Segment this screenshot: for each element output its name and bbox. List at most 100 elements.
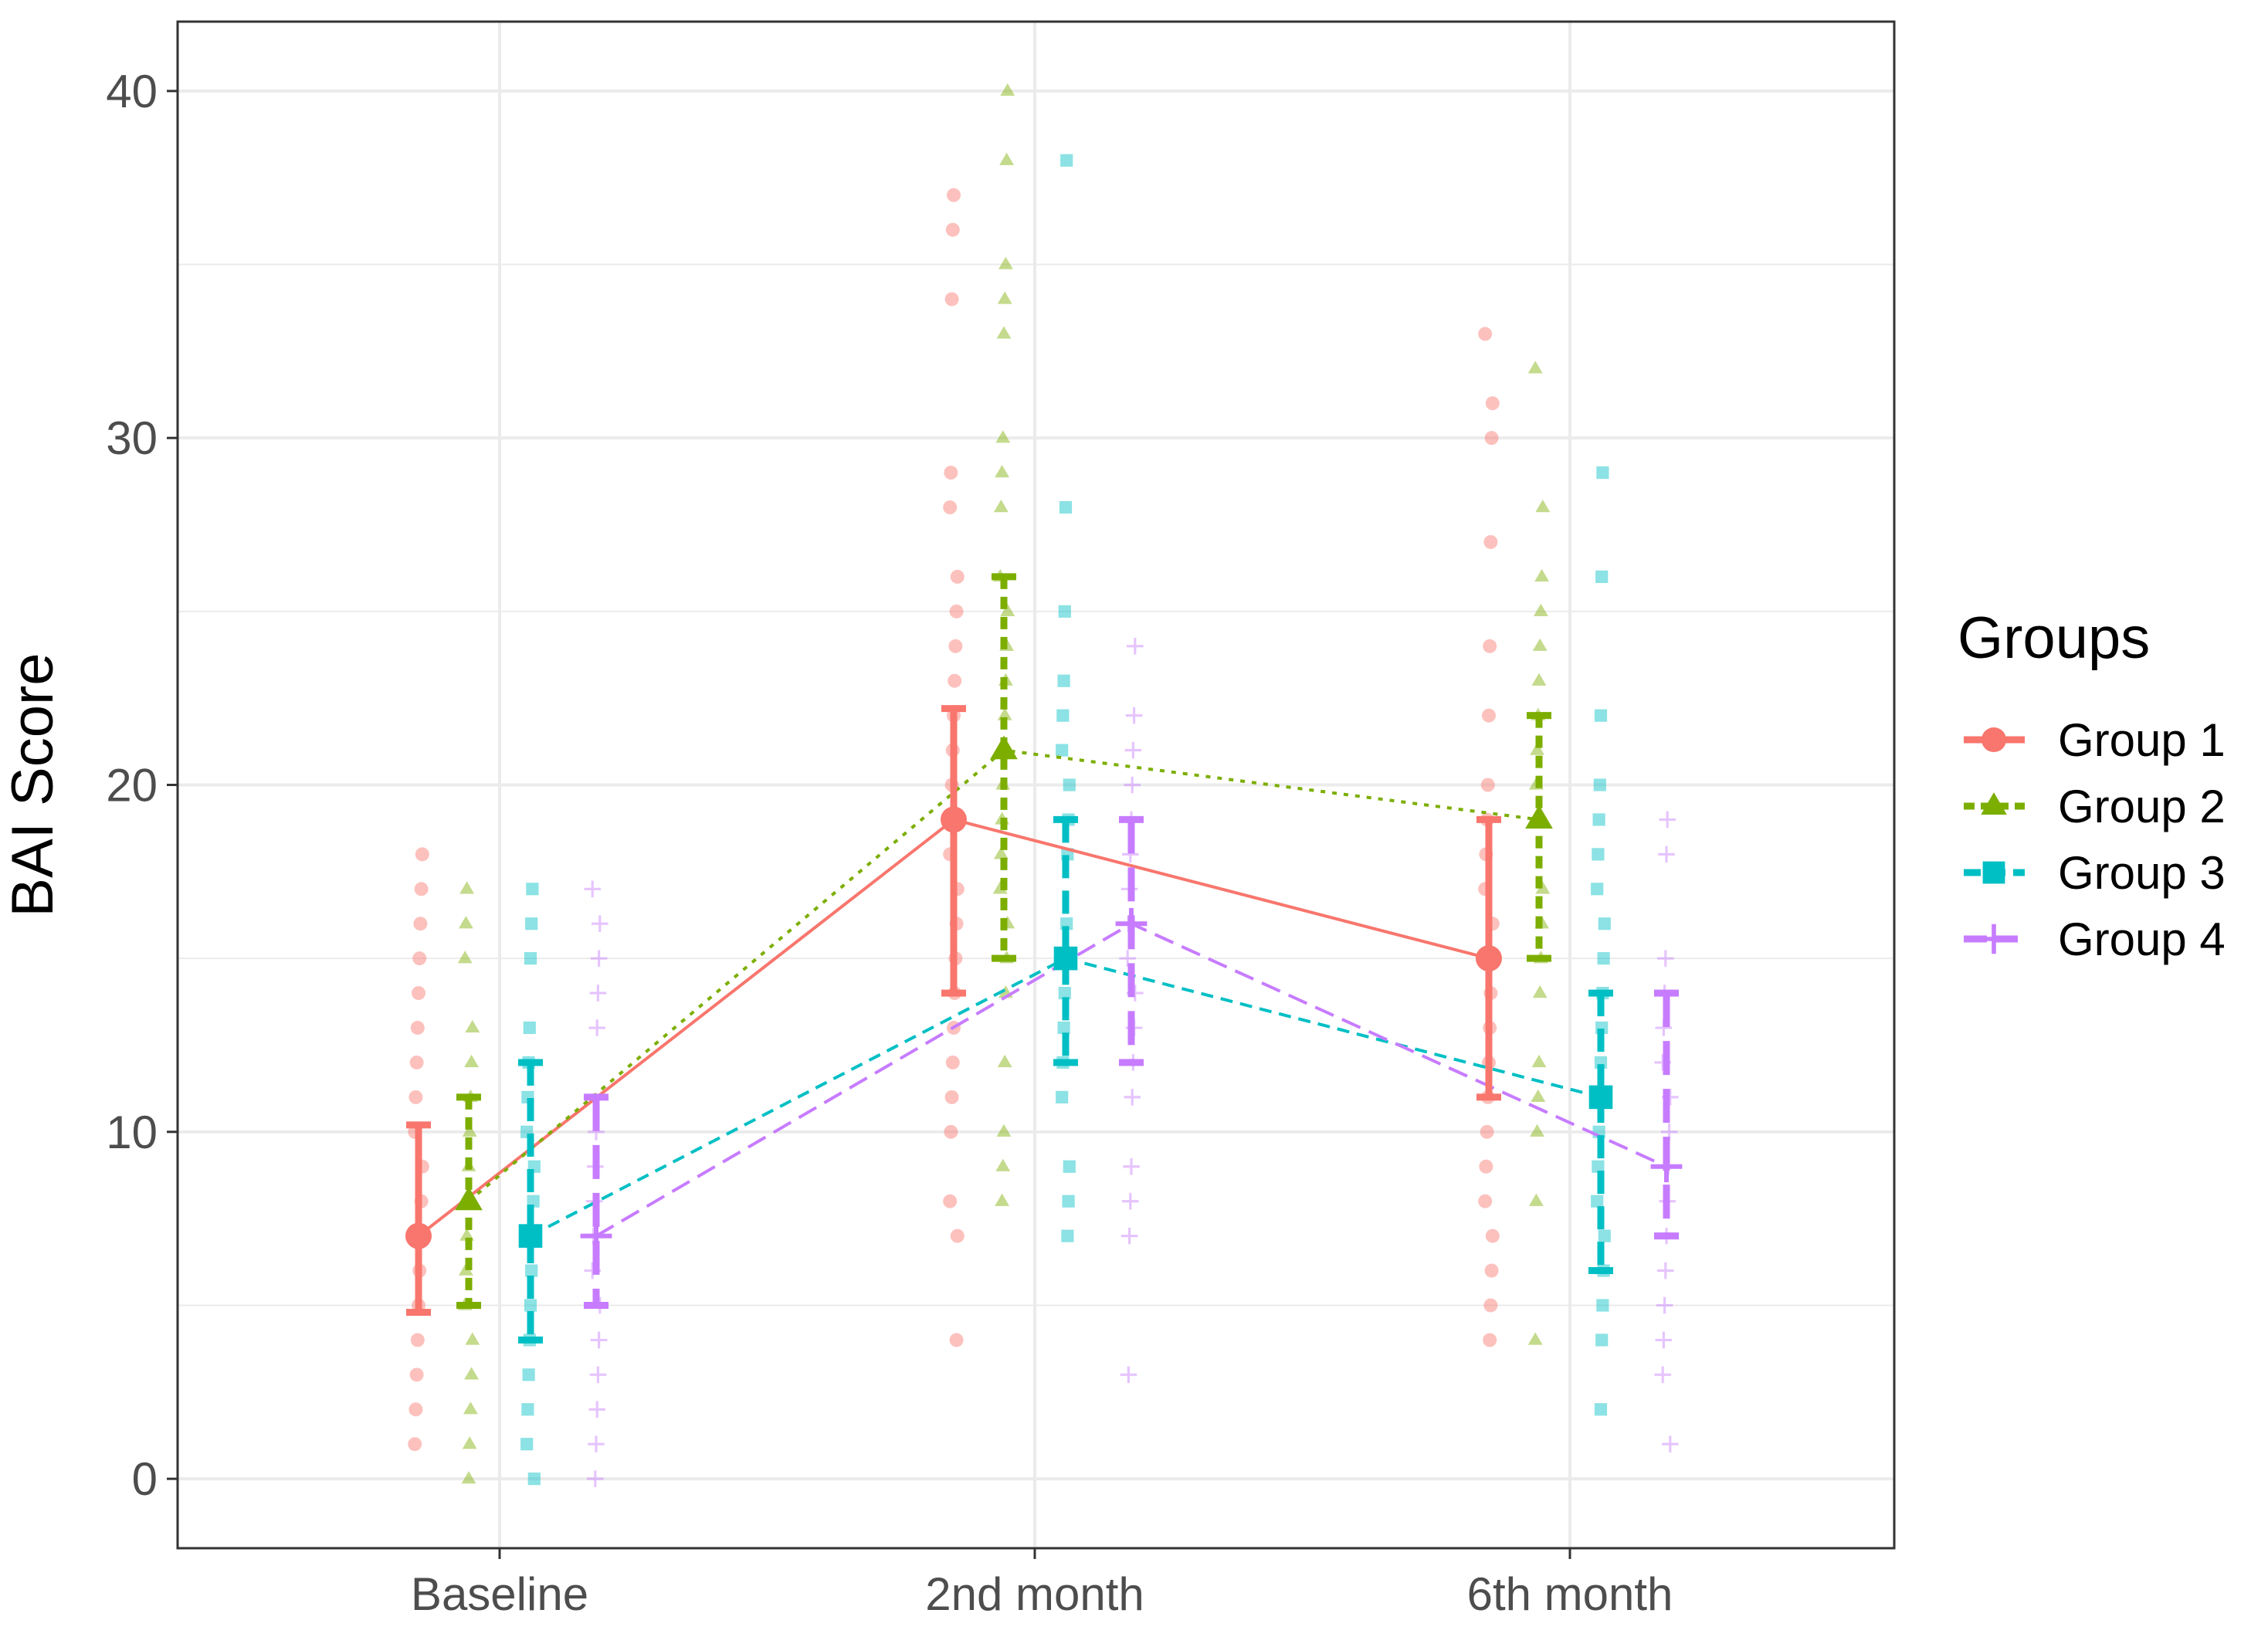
data-point-group-4 [590,1331,608,1349]
data-point-group-3 [1598,1229,1611,1242]
data-point-group-2 [1532,638,1548,651]
mean-marker-group-2 [1525,805,1553,829]
data-point-group-1 [412,951,427,966]
legend-key-marker [1978,924,2009,954]
data-point-group-1 [944,1090,959,1104]
error-bar-group-4 [584,1093,609,1309]
error-bar-group-3 [518,1059,543,1344]
y-tick-label: 40 [106,66,158,117]
data-point-group-3 [1062,1195,1075,1208]
data-point-group-1 [1485,396,1500,411]
x-axis: Baseline 2nd month 6th month [411,1548,1673,1620]
legend-label: Group 1 [2058,714,2226,766]
data-point-group-1 [409,1402,423,1417]
data-point-group-2 [465,1332,480,1345]
mean-marker-group-4 [1650,1151,1683,1183]
data-point-group-1 [943,1194,958,1208]
data-point-group-2 [457,951,473,964]
mean-marker-group-2 [990,735,1018,760]
data-point-group-4 [1123,1157,1140,1175]
data-point-group-3 [527,1473,541,1486]
data-point-group-2 [995,1193,1010,1206]
data-point-group-3 [1591,883,1604,896]
error-bar-group-1 [406,1121,431,1316]
data-point-group-3 [523,1021,536,1035]
data-point-group-3 [1595,1334,1609,1347]
data-point-group-2 [462,1124,477,1137]
data-point-group-1 [414,882,429,896]
mean-line-group-2 [467,748,1540,1203]
data-point-group-1 [409,1055,424,1069]
error-bar-group-1 [941,705,966,997]
data-point-group-2 [1535,500,1551,513]
data-point-group-4 [1125,707,1143,724]
data-point-group-3 [1061,1229,1074,1242]
data-point-group-1 [409,1368,424,1382]
data-point-group-3 [1593,778,1606,791]
mean-marker-group-3 [1588,1085,1613,1110]
data-point-group-1 [943,500,958,515]
y-tick-label: 20 [106,760,158,812]
data-point-group-2 [996,1124,1012,1137]
data-point-group-1 [415,847,429,862]
data-point-group-3 [1056,709,1070,722]
data-point-group-1 [1485,1229,1500,1243]
legend-label: Group 4 [2058,913,2226,965]
grid-lines [178,22,1894,1548]
legend-item-group-1: Group 1 [1964,714,2226,766]
data-point-group-2 [995,430,1011,443]
data-point-group-1 [944,1124,958,1139]
data-point-group-3 [1060,154,1073,167]
data-point-group-1 [948,673,962,688]
data-point-group-2 [1535,881,1551,894]
data-point-group-1 [944,466,958,480]
data-point-group-2 [1533,603,1548,616]
data-point-group-2 [465,1019,480,1033]
data-point-group-3 [522,1368,535,1381]
data-point-group-1 [1478,1194,1493,1208]
data-point-group-1 [409,1090,423,1104]
data-point-group-1 [413,917,428,931]
data-point-group-2 [998,256,1013,269]
data-point-group-4 [1657,1262,1674,1279]
legend: Groups Group 1 Group 2 Group 3 Group 4 [1958,605,2226,965]
error-bar-group-4 [1654,989,1679,1240]
data-point-group-4 [588,1435,605,1452]
data-point-group-1 [945,1055,960,1069]
data-point-group-2 [459,1228,475,1241]
data-point-group-4 [588,1401,605,1418]
data-point-group-1 [410,1333,425,1347]
mean-marker-group-1 [941,806,967,833]
data-point-group-3 [1058,986,1071,1000]
data-point-group-1 [944,292,959,307]
legend-title: Groups [1958,605,2150,671]
data-point-group-2 [459,881,475,894]
data-point-group-3 [1056,744,1069,757]
y-tick-label: 30 [106,412,158,464]
data-point-group-1 [948,639,963,653]
data-point-group-1 [1480,1124,1494,1139]
data-point-group-4 [1127,637,1144,655]
data-point-group-3 [1057,674,1070,687]
data-point-group-2 [463,1401,478,1415]
data-point-group-3 [1056,1090,1069,1103]
data-point-group-2 [1534,568,1550,582]
data-point-group-3 [1058,605,1071,618]
data-point-group-4 [588,1019,605,1036]
data-point-group-1 [408,1437,422,1452]
mean-marker-group-4 [1115,907,1148,940]
data-point-group-3 [1592,848,1605,861]
data-point-group-4 [590,950,608,967]
data-point-group-1 [412,986,425,1001]
legend-key-marker [1982,861,2005,884]
data-point-group-4 [1655,1331,1673,1349]
data-point-group-1 [1483,1298,1498,1313]
data-point-group-3 [527,1195,540,1208]
data-point-group-3 [1596,466,1609,480]
data-point-group-2 [1527,1332,1543,1345]
data-point-group-1 [1479,1159,1493,1174]
error-bar-group-2 [992,573,1016,962]
data-point-group-2 [458,916,473,929]
data-point-group-1 [945,222,960,237]
